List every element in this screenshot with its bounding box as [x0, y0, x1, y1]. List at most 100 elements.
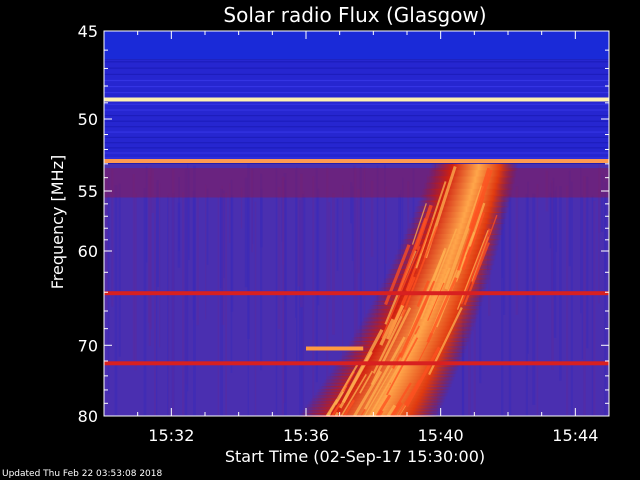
texture-band: [104, 61, 609, 63]
burst-strand: [326, 363, 359, 417]
burst-segment: [410, 217, 506, 225]
burst-strand: [420, 228, 458, 320]
texture-band: [104, 109, 609, 111]
texture-streak: [566, 185, 569, 416]
texture-streak: [154, 195, 156, 416]
texture-streak: [300, 173, 303, 308]
texture-streak: [353, 165, 357, 375]
burst-strand: [343, 399, 355, 417]
texture-streak: [303, 197, 306, 291]
texture-streak: [581, 195, 583, 360]
texture-streak: [604, 182, 607, 416]
texture-streak: [591, 195, 594, 416]
texture-streak: [355, 200, 358, 416]
burst-strand: [427, 282, 445, 322]
burst-strand: [340, 373, 367, 417]
burst-strand: [377, 409, 384, 417]
y-axis-label: Frequency [MHz]: [48, 155, 67, 289]
texture-streak: [244, 177, 248, 288]
texture-streak: [104, 176, 108, 311]
burst-strand: [397, 379, 421, 417]
texture-streak: [299, 200, 302, 416]
texture-streak: [501, 203, 504, 278]
y-tick-label: 45: [78, 22, 98, 41]
texture-band: [104, 157, 609, 159]
texture-band: [104, 120, 609, 122]
texture-streak: [220, 188, 223, 416]
burst-strand: [386, 337, 419, 396]
burst-segment: [318, 386, 451, 391]
burst-strand: [405, 346, 441, 408]
burst-segment: [350, 337, 471, 342]
texture-band: [104, 131, 609, 133]
texture-band: [104, 152, 609, 154]
texture-streak: [225, 192, 227, 416]
plot-area: [104, 31, 610, 416]
y-tick-label: 80: [78, 407, 98, 426]
texture-band: [104, 86, 609, 88]
texture-streak: [114, 185, 118, 416]
burst-segment: [426, 176, 516, 184]
texture-streak: [188, 169, 190, 260]
burst-strand: [331, 403, 341, 417]
texture-streak: [132, 174, 135, 364]
burst-segment: [323, 379, 454, 384]
burst-segment: [300, 410, 441, 415]
texture-streak: [187, 163, 189, 392]
texture-streak: [145, 166, 148, 263]
x-tick-label: 15:36: [283, 426, 329, 445]
texture-streak: [240, 187, 243, 229]
burst-strand: [370, 307, 412, 386]
burst-strand: [391, 401, 403, 417]
burst-segment: [348, 341, 469, 346]
burst-segment: [362, 317, 477, 323]
burst-strand: [468, 167, 491, 230]
y-tick-label: 70: [78, 336, 98, 355]
burst-segment: [428, 170, 517, 178]
burst-strand: [455, 256, 467, 282]
burst-segment: [416, 200, 510, 208]
texture-streak: [192, 190, 196, 320]
burst-strand: [385, 304, 405, 340]
texture-streak: [552, 177, 555, 292]
burst-segment: [355, 329, 473, 335]
texture-band: [104, 79, 609, 82]
burst-segment: [309, 398, 446, 403]
texture-streak: [586, 176, 589, 349]
texture-streak: [553, 190, 557, 338]
burst-segment: [421, 188, 513, 196]
interference-line: [104, 291, 609, 296]
burst-segment: [314, 392, 449, 397]
texture-streak: [503, 192, 506, 315]
y-tick-label: 55: [78, 182, 98, 201]
burst-segment: [405, 228, 504, 235]
texture-streak: [604, 190, 607, 277]
texture-streak: [297, 195, 301, 287]
interference-line: [104, 97, 609, 102]
burst-artifact: [306, 346, 364, 351]
burst-segment: [327, 372, 457, 378]
texture-streak: [217, 195, 219, 416]
texture-streak: [593, 200, 596, 416]
texture-streak: [295, 169, 297, 318]
burst-strand: [391, 352, 403, 369]
texture-streak: [351, 186, 354, 261]
texture-streak: [598, 164, 601, 233]
burst-strand: [459, 228, 491, 305]
texture-streak: [134, 193, 137, 371]
axes-frame: [103, 30, 610, 417]
texture-streak: [260, 173, 263, 371]
texture-band: [104, 126, 609, 128]
texture-band: [104, 168, 609, 198]
burst-strand: [360, 407, 367, 417]
texture-streak: [332, 193, 335, 335]
burst-strand: [389, 382, 412, 417]
texture-band: [104, 142, 609, 144]
burst-strand: [444, 185, 484, 290]
texture-streak: [107, 178, 110, 394]
texture-streak: [385, 186, 387, 264]
texture-streak: [317, 188, 320, 306]
burst-strand: [353, 370, 383, 417]
y-tick-label: 60: [78, 242, 98, 261]
